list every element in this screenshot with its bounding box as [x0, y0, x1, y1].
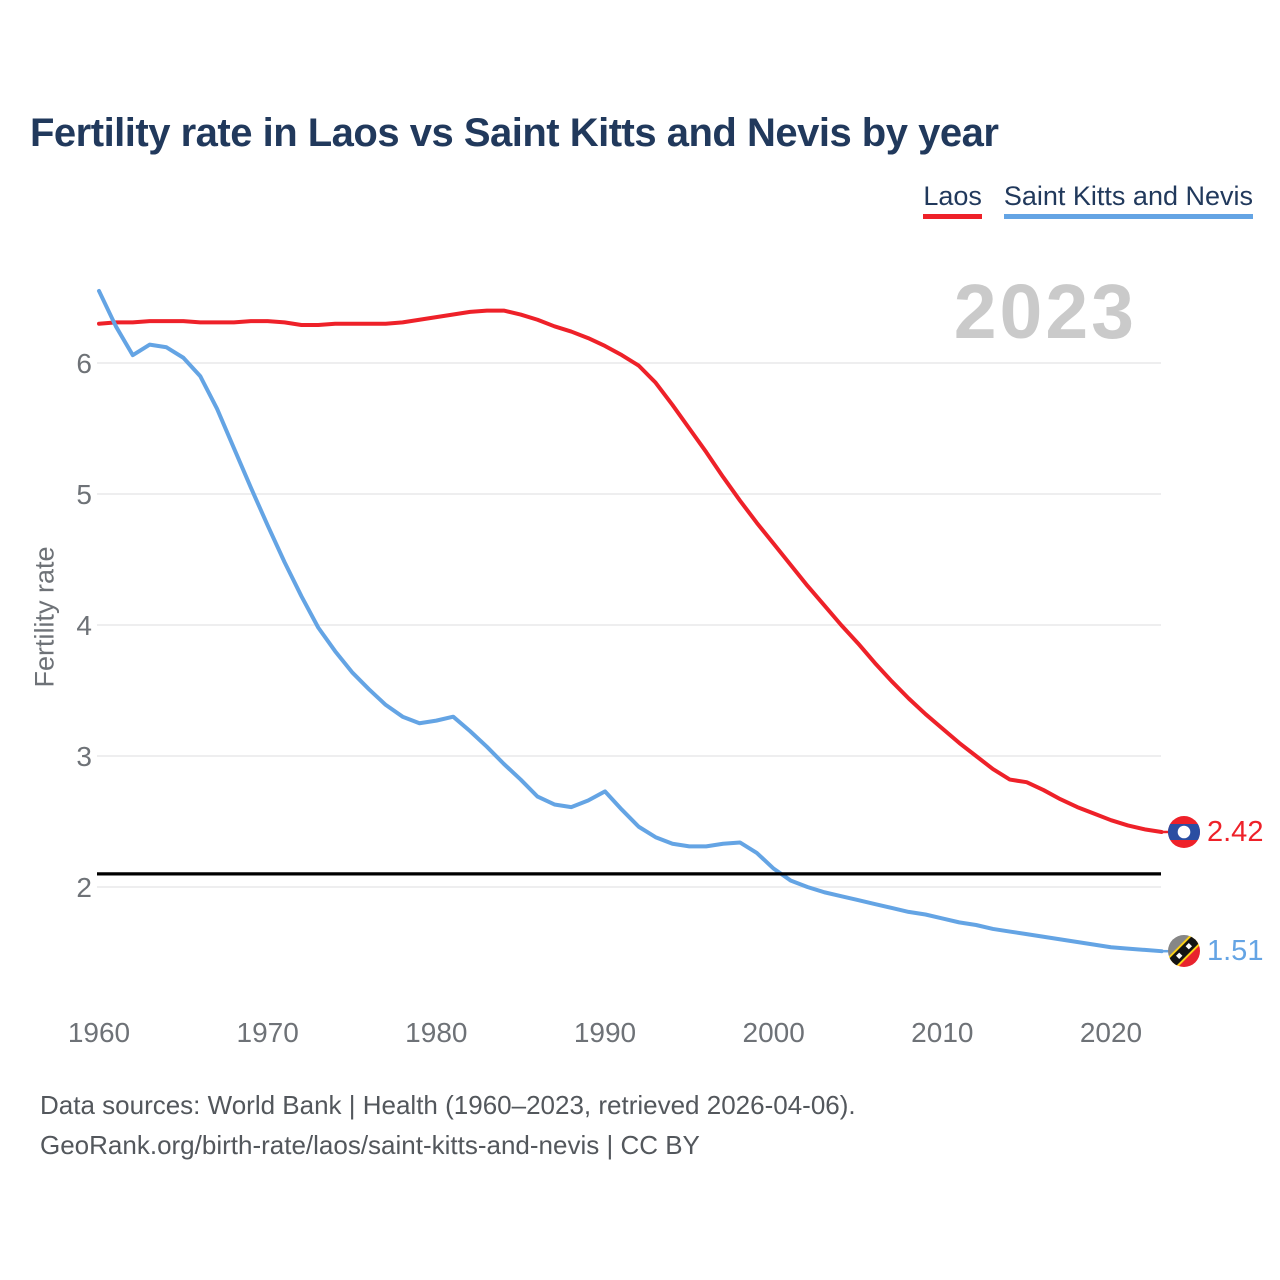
y-tick-label: 2 [76, 872, 92, 903]
y-tick-label: 5 [76, 479, 92, 510]
y-tick-label: 3 [76, 741, 92, 772]
y-tick-label: 4 [76, 610, 92, 641]
y-axis-title: Fertility rate [29, 546, 60, 688]
laos-flag-icon [1168, 815, 1200, 848]
footer-sources: Data sources: World Bank | Health (1960–… [40, 1090, 856, 1120]
laos-end-label: 2.42 [1168, 815, 1264, 848]
legend-underline-saint-kitts-and-nevis [1003, 214, 1253, 219]
series-line-saint-kitts-and-nevis [97, 288, 1164, 954]
legend-label-saint-kitts-and-nevis: Saint Kitts and Nevis [1003, 181, 1253, 211]
legend-underline-laos [923, 214, 982, 219]
series-line-laos [97, 308, 1164, 834]
legend: Laos Saint Kitts and Nevis [923, 180, 1253, 219]
saint-kitts-and-nevis-end-label: 1.51 [1168, 935, 1264, 968]
x-tick-label: 1990 [574, 1017, 636, 1048]
x-tick-label: 1960 [68, 1017, 130, 1048]
x-tick-label: 1970 [237, 1017, 299, 1048]
year-watermark: 2023 [953, 269, 1137, 355]
laos-end-value: 2.42 [1207, 815, 1264, 848]
page-title: Fertility rate in Laos vs Saint Kitts an… [30, 111, 999, 155]
x-tick-label: 2020 [1080, 1017, 1142, 1048]
x-tick-label: 2010 [911, 1017, 973, 1048]
legend-label-laos: Laos [923, 181, 982, 211]
saint-kitts-and-nevis-flag-icon [1168, 935, 1200, 968]
y-tick-label: 6 [76, 348, 92, 379]
legend-item-saint-kitts-and-nevis[interactable]: Saint Kitts and Nevis [1003, 180, 1253, 219]
footer: Data sources: World Bank | Health (1960–… [40, 1085, 1240, 1165]
x-tick-label: 2000 [743, 1017, 805, 1048]
legend-item-laos[interactable]: Laos [923, 180, 982, 219]
saint-kitts-and-nevis-end-value: 1.51 [1207, 935, 1264, 968]
x-tick-label: 1980 [405, 1017, 467, 1048]
footer-attribution: GeoRank.org/birth-rate/laos/saint-kitts-… [40, 1130, 700, 1160]
